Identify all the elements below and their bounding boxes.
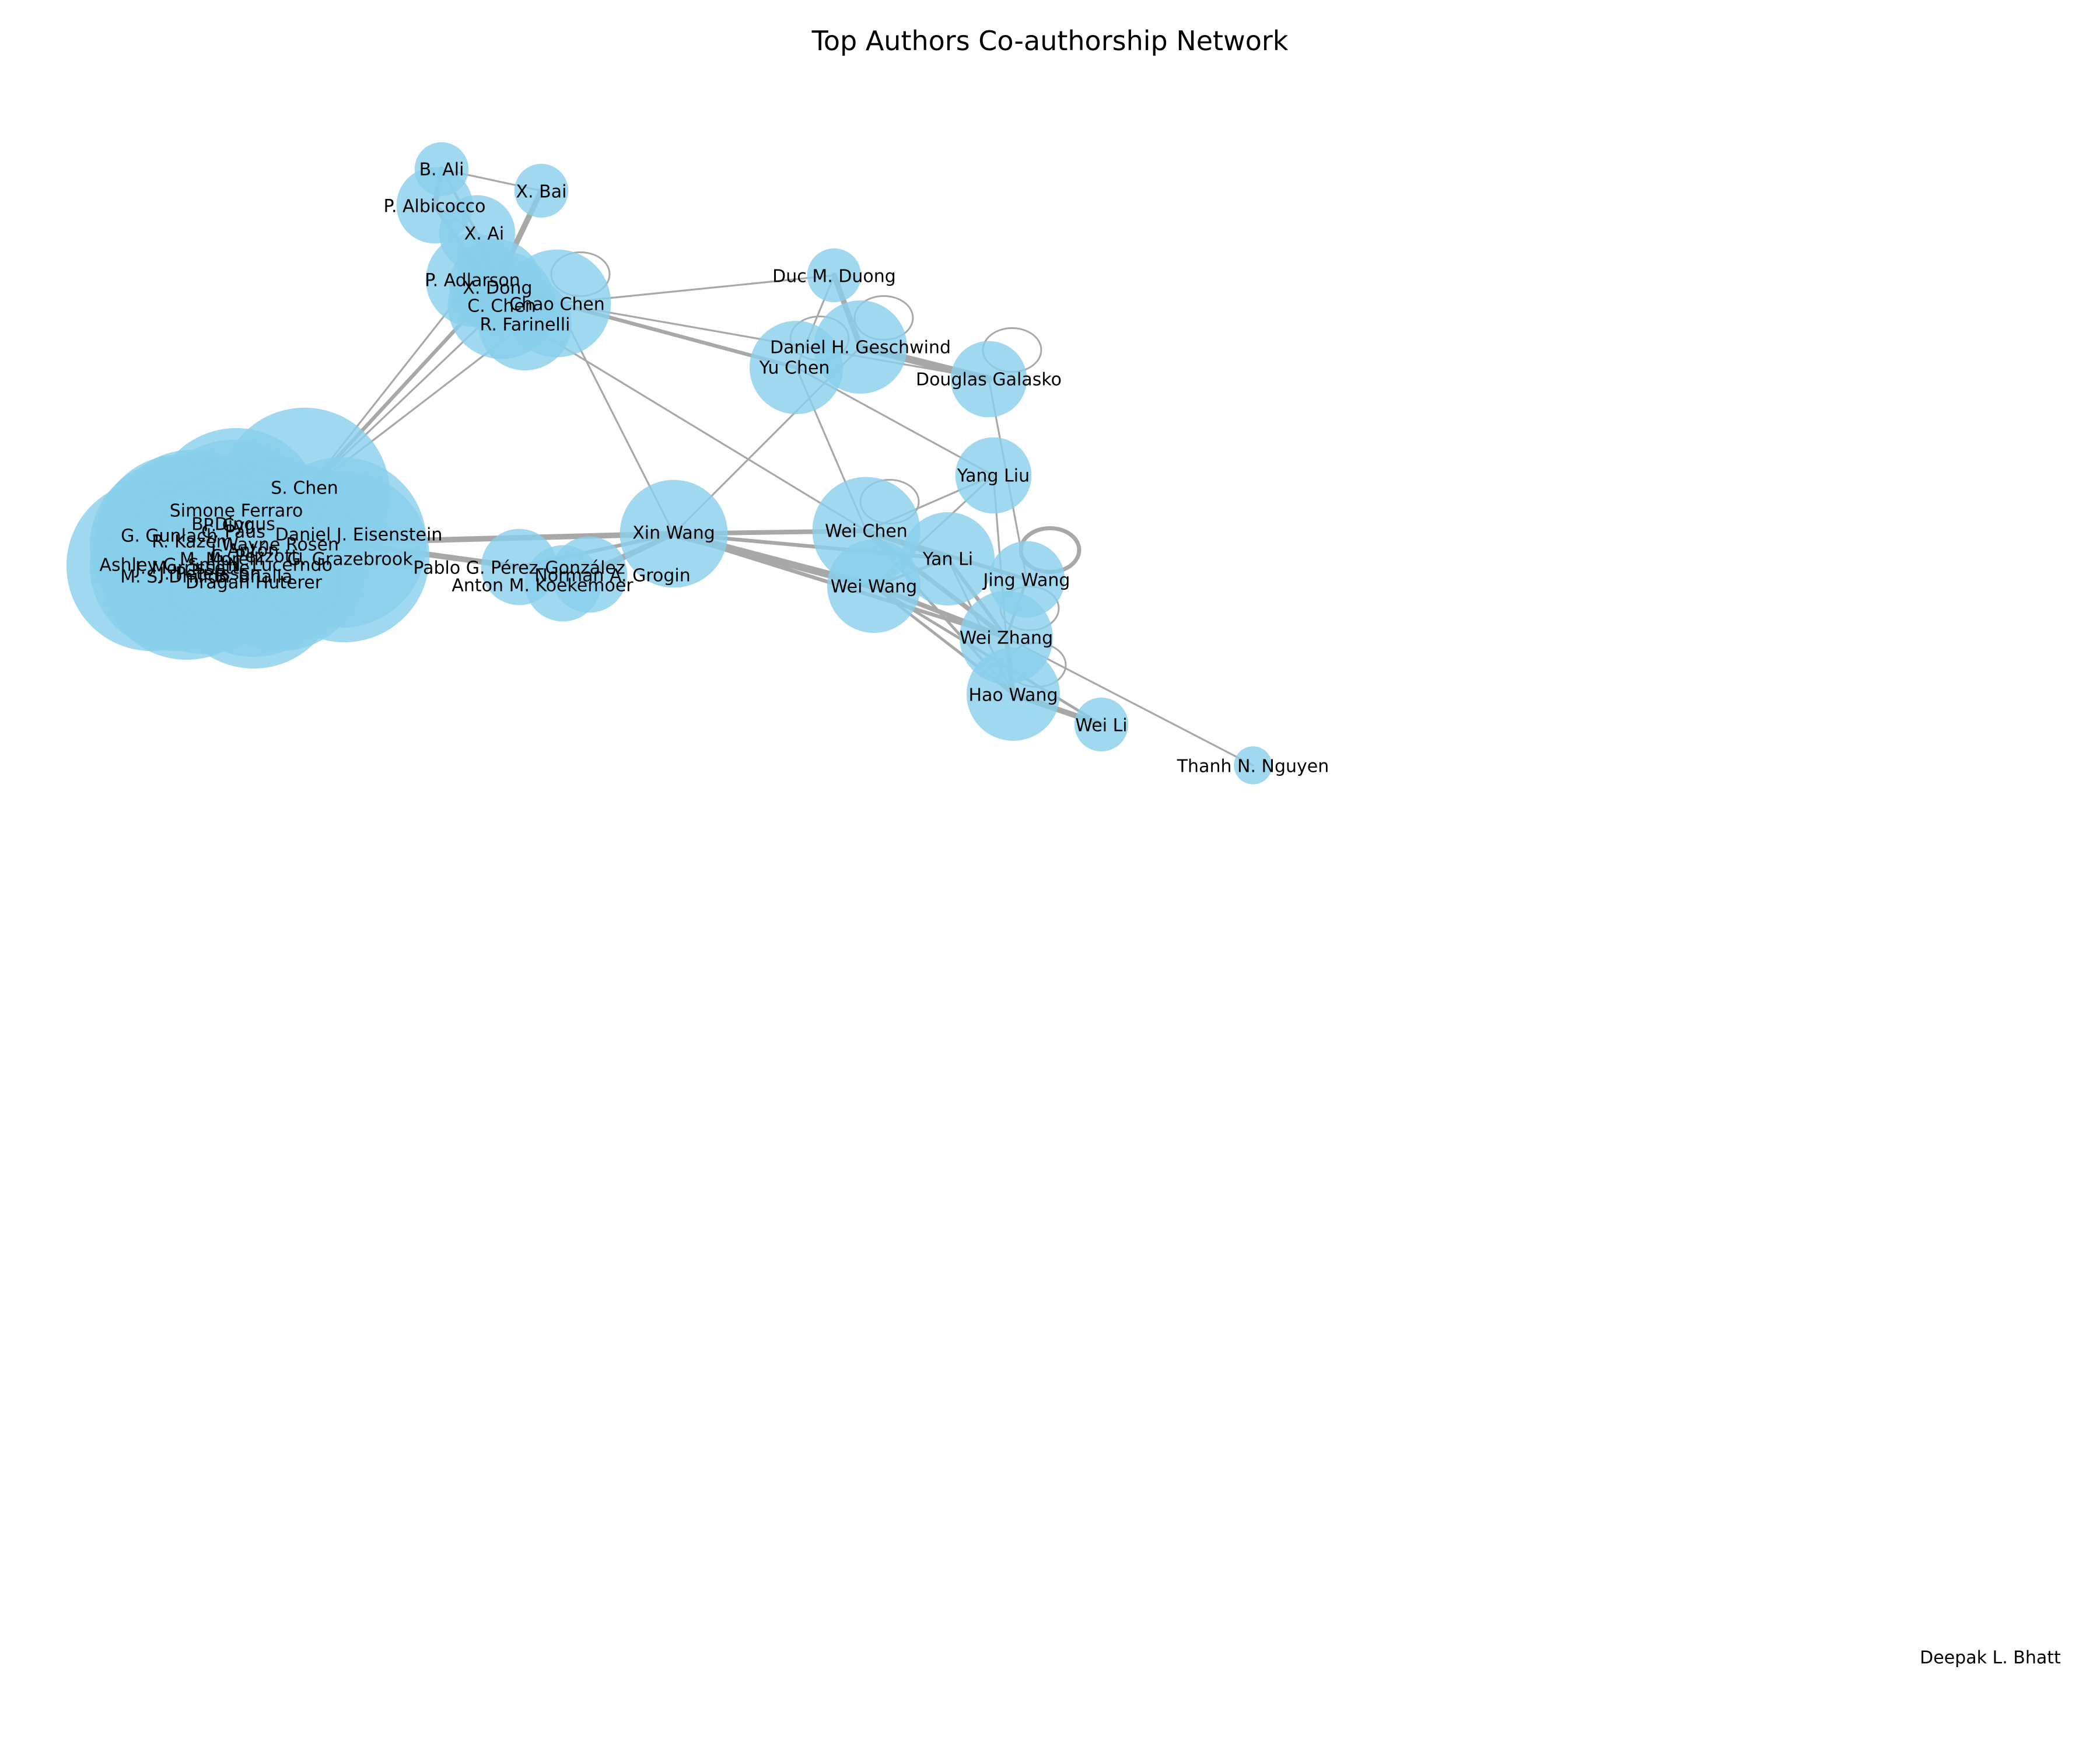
node-label-yu-chen: Yu Chen <box>759 358 830 379</box>
node-label-c-paus: C. Paus <box>201 522 265 542</box>
node-label-p-cyr: P. Cyr <box>203 516 252 536</box>
node-label-anton-m-koekemoer: Anton M. Koekemoer <box>452 576 634 596</box>
node-yang-liu <box>955 437 1032 514</box>
node-label-hao-wang: Hao Wang <box>968 685 1058 706</box>
node-label-r-farinelli: R. Farinelli <box>480 315 570 335</box>
node-hao-wang <box>966 647 1060 741</box>
node-label-j-petersson: J. Petersson <box>158 564 261 584</box>
node-xin-wang <box>620 480 728 588</box>
node-label-p-albicocco: P. Albicocco <box>384 197 486 217</box>
node-label-g-pezzotti: G. Pezzotti <box>210 547 303 567</box>
node-douglas-galasko <box>950 341 1027 418</box>
node-label-pablo-g-pe-rez-gonza-lez: Pablo G. Pérez-González <box>413 558 625 579</box>
node-label-b-bhalla: B. Bhalla <box>215 567 293 587</box>
node-wei-wang <box>827 539 921 634</box>
node-label-jing-wang: Jing Wang <box>982 570 1070 591</box>
node-duc-m-duong <box>807 248 862 303</box>
node-label-thanh-n-nguyen: Thanh N. Nguyen <box>1177 757 1329 777</box>
node-label-wei-wang: Wei Wang <box>831 577 917 597</box>
node-label-j-anto-n: J. Antón <box>210 541 279 561</box>
node-layer <box>66 142 1272 785</box>
node-label-wei-zhang: Wei Zhang <box>960 628 1053 649</box>
node-x-bai <box>514 163 569 218</box>
node-label-wei-chen: Wei Chen <box>825 522 908 542</box>
node-yan-li <box>901 512 995 606</box>
node-label-deepak-l-bhatt: Deepak L. Bhatt <box>1920 1648 2061 1668</box>
node-label-daniel-j-eisenstein: Daniel J. Eisenstein <box>275 525 443 545</box>
node-label-m-s-dhillon: M. S. Dhillon <box>120 567 230 587</box>
node-label-douglas-galasko: Douglas Galasko <box>916 370 1062 390</box>
node-yu-chen <box>749 320 844 415</box>
node-label-p-adlarson: P. Adlarson <box>425 271 520 291</box>
node-label-wayne-rosen: Wayne Rosen <box>221 535 339 555</box>
node-label-j-morrissette: J. Morrissette <box>134 558 250 579</box>
node-r-farinelli <box>478 276 572 371</box>
node-label-c-chen: C. Chen <box>467 296 536 317</box>
node-label-g-grazebrook: G. Grazebrook <box>287 550 413 570</box>
node-dragan-huterer <box>168 498 340 669</box>
chart-title: Top Authors Co-authorship Network <box>811 25 1289 57</box>
node-label-s-chen: S. Chen <box>271 478 338 499</box>
node-label-chao-chen: Chao Chen <box>509 295 605 315</box>
node-label-g-gunlach: G. Gunlach <box>121 526 218 547</box>
node-wei-li <box>1074 697 1129 752</box>
node-thanh-n-nguyen <box>1234 746 1272 785</box>
node-label-yang-liu: Yang Liu <box>957 466 1030 487</box>
node-label-yan-li: Yan Li <box>922 550 973 570</box>
node-label-norman-a-grogin: Norman A. Grogin <box>534 566 691 586</box>
node-label-dragan-huterer: Dragan Huterer <box>186 573 323 593</box>
node-label-m-morelli: M. Morelli <box>180 550 264 570</box>
node-label-x-dong: X. Dong <box>463 278 532 299</box>
node-label-r-kazem: R. Kazem <box>152 532 233 552</box>
node-label-ashley-g-smith: Ashley G. Smith <box>100 555 239 576</box>
node-label-b-dingus: B. Dingus <box>191 514 275 535</box>
node-label-x-ai: X. Ai <box>464 224 504 244</box>
node-label-simone-ferraro: Simone Ferraro <box>170 501 303 522</box>
node-label-wei-li: Wei Li <box>1075 716 1127 736</box>
node-label-duc-m-duong: Duc M. Duong <box>772 267 896 287</box>
edge-r-farinelli--wei-chen <box>524 323 867 532</box>
node-label-n-lucerndo: N. Lucerndo <box>228 555 332 576</box>
node-label-x-bai: X. Bai <box>516 182 567 202</box>
node-label-xin-wang: Xin Wang <box>632 523 715 544</box>
node-label-daniel-h-geschwind: Daniel H. Geschwind <box>770 338 951 358</box>
node-label-b-ali: B. Ali <box>419 160 464 180</box>
node-anton-m-koekemoer <box>524 545 601 622</box>
